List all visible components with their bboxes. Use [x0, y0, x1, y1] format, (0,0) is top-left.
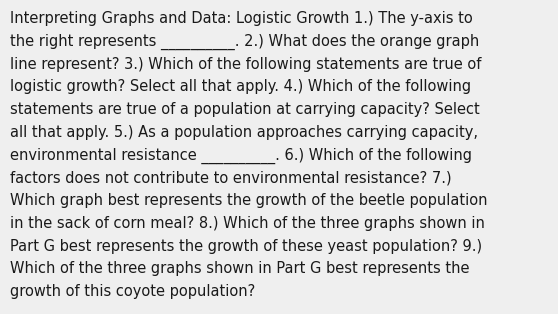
- Text: factors does not contribute to environmental resistance? 7.): factors does not contribute to environme…: [10, 170, 451, 185]
- Text: the right represents __________. 2.) What does the orange graph: the right represents __________. 2.) Wha…: [10, 34, 479, 50]
- Text: Which graph best represents the growth of the beetle population: Which graph best represents the growth o…: [10, 193, 488, 208]
- Text: in the sack of corn meal? 8.) Which of the three graphs shown in: in the sack of corn meal? 8.) Which of t…: [10, 216, 485, 231]
- Text: Interpreting Graphs and Data: Logistic Growth 1.) The y-axis to: Interpreting Graphs and Data: Logistic G…: [10, 11, 473, 26]
- Text: Which of the three graphs shown in Part G best represents the: Which of the three graphs shown in Part …: [10, 262, 469, 276]
- Text: line represent? 3.) Which of the following statements are true of: line represent? 3.) Which of the followi…: [10, 57, 482, 72]
- Text: environmental resistance __________. 6.) Which of the following: environmental resistance __________. 6.)…: [10, 148, 472, 164]
- Text: logistic growth? Select all that apply. 4.) Which of the following: logistic growth? Select all that apply. …: [10, 79, 471, 94]
- Text: Part G best represents the growth of these yeast population? 9.): Part G best represents the growth of the…: [10, 239, 482, 254]
- Text: growth of this coyote population?: growth of this coyote population?: [10, 284, 256, 299]
- Text: statements are true of a population at carrying capacity? Select: statements are true of a population at c…: [10, 102, 480, 117]
- Text: all that apply. 5.) As a population approaches carrying capacity,: all that apply. 5.) As a population appr…: [10, 125, 478, 140]
